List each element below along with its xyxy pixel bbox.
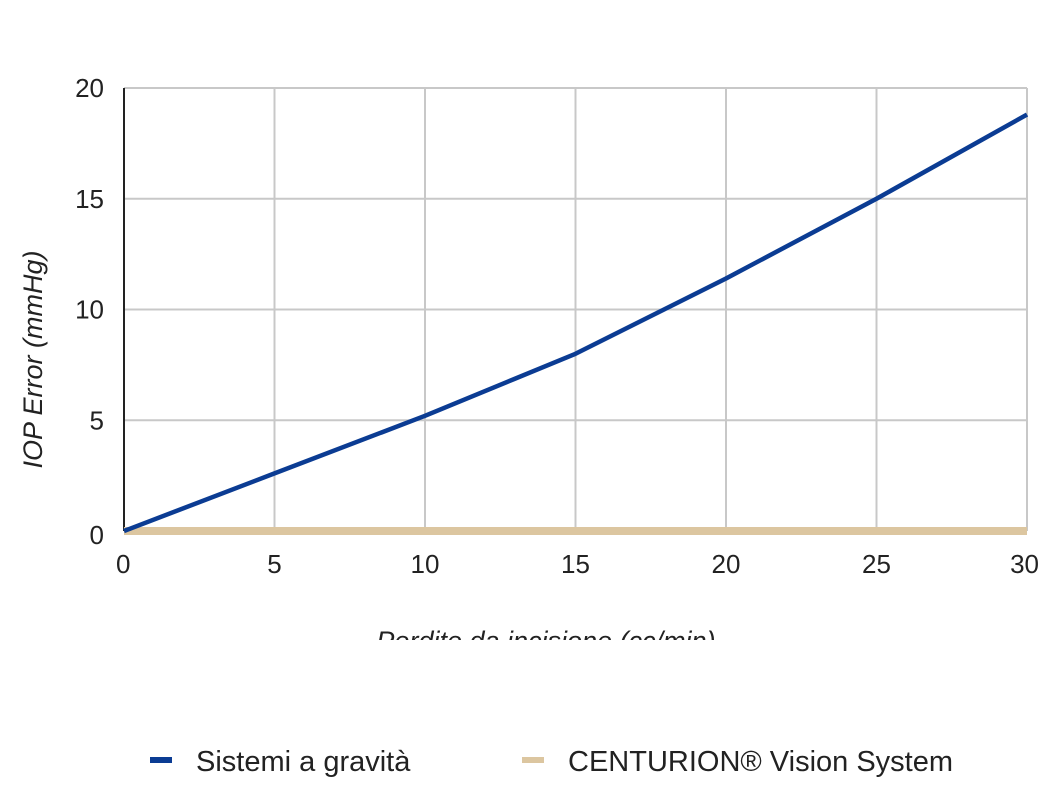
y-tick-label: 0 [90,520,104,550]
legend-swatch-1 [522,757,544,763]
x-tick-label: 25 [862,549,891,579]
x-tick-label: 10 [411,549,440,579]
legend-swatch-0 [150,757,172,763]
x-tick-label: 15 [561,549,590,579]
x-tick-label: 0 [116,549,130,579]
x-tick-label: 30 [1010,549,1039,579]
x-tick-label: 5 [267,549,281,579]
y-tick-label: 5 [90,405,104,435]
series-layer [123,112,1029,535]
x-axis-title-mask [300,640,800,670]
x-tick-labels: 0 5 10 15 20 25 30 [116,549,1039,579]
grid [124,87,1028,531]
series-line-0 [123,112,1029,534]
y-tick-label: 10 [75,295,104,325]
y-tick-label: 20 [75,73,104,103]
legend: Sistemi a gravità CENTURION® Vision Syste… [150,746,953,778]
y-tick-label: 15 [75,184,104,214]
x-tick-label: 20 [712,549,741,579]
y-axis-title: IOP Error (mmHg) [18,251,48,469]
legend-label-0: Sistemi a gravità [196,746,411,778]
legend-label-1: CENTURION® Vision System [568,746,953,778]
y-tick-labels: 0 5 10 15 20 [75,73,104,550]
